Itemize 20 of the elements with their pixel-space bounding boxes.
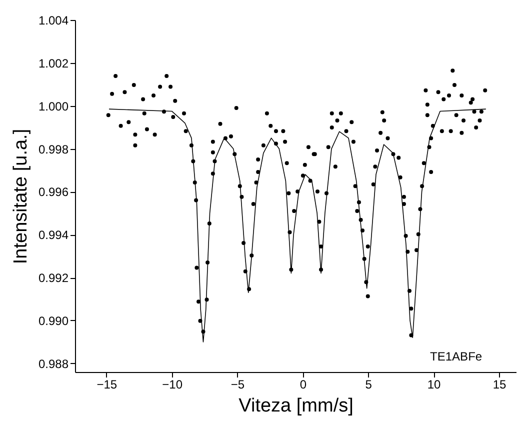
x-tick-label: 15 bbox=[492, 378, 506, 392]
y-tick-label: 1.002 bbox=[38, 56, 69, 70]
x-tick-label: −15 bbox=[96, 378, 118, 392]
y-axis-title: Intensitate [u.a.] bbox=[10, 128, 32, 264]
y-tick-label: 0.992 bbox=[38, 271, 69, 286]
y-tick-label: 0.994 bbox=[38, 228, 69, 242]
y-tick-label: 0.988 bbox=[38, 356, 69, 371]
y-tick-label: 1.004 bbox=[38, 14, 69, 28]
line-series bbox=[108, 108, 486, 342]
y-tick-label: 0.990 bbox=[38, 314, 69, 328]
x-tick-label: 10 bbox=[427, 378, 442, 392]
y-tick-label: 0.996 bbox=[38, 185, 69, 200]
annotation: TE1ABFe bbox=[430, 349, 482, 364]
y-tick-label: 1.000 bbox=[38, 99, 69, 114]
x-tick-label: −10 bbox=[162, 378, 183, 392]
y-tick-label: 0.998 bbox=[38, 142, 69, 156]
x-tick-label: 5 bbox=[365, 378, 372, 392]
x-axis-title: Viteza [mm/s] bbox=[238, 396, 354, 416]
x-tick-label: −5 bbox=[230, 378, 245, 392]
x-tick-label: 0 bbox=[300, 378, 307, 392]
